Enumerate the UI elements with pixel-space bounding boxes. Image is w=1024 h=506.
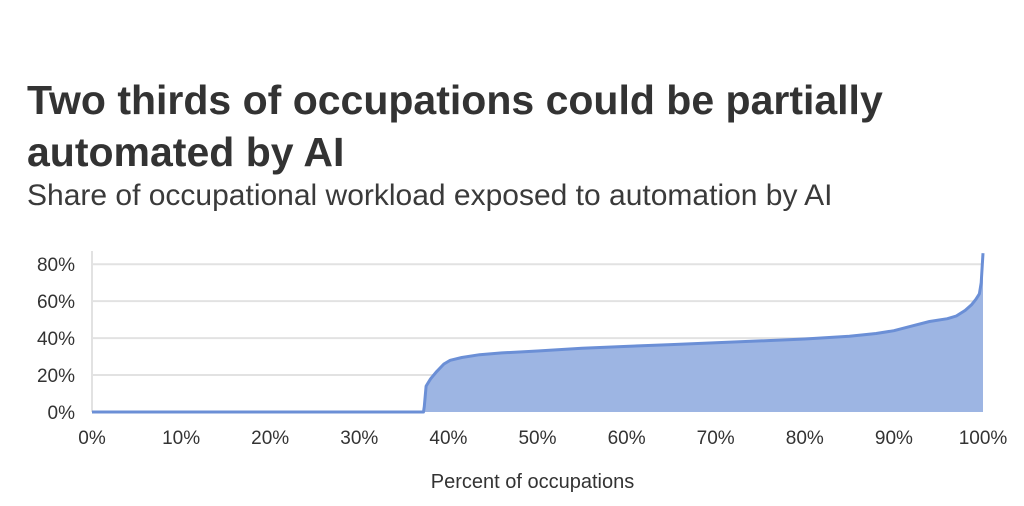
y-tick-label: 40% xyxy=(37,329,75,350)
x-tick-label: 30% xyxy=(340,428,378,449)
y-axis-ticks: 0% 20% 40% 60% 80% xyxy=(37,255,75,424)
x-axis-title: Percent of occupations xyxy=(431,471,634,493)
chart-subtitle: Share of occupational workload exposed t… xyxy=(27,179,833,212)
chart-title: Two thirds of occupations could be parti… xyxy=(27,77,883,175)
y-tick-label: 80% xyxy=(37,255,75,276)
x-tick-label: 60% xyxy=(608,428,646,449)
x-axis-ticks: 0% 10% 20% 30% 40% 50% 60% 70% 80% 90% 100% xyxy=(78,428,1007,449)
plot-area xyxy=(92,253,985,414)
x-tick-label: 50% xyxy=(518,428,556,449)
y-tick-label: 20% xyxy=(37,366,75,387)
x-tick-label: 70% xyxy=(697,428,735,449)
x-tick-label: 90% xyxy=(875,428,913,449)
y-tick-label: 0% xyxy=(48,403,76,424)
series-line xyxy=(92,253,985,414)
x-tick-label: 0% xyxy=(78,428,106,449)
y-tick-label: 60% xyxy=(37,292,75,313)
x-tick-label: 40% xyxy=(429,428,467,449)
area-fill xyxy=(92,253,983,412)
x-tick-label: 20% xyxy=(251,428,289,449)
x-tick-label: 80% xyxy=(786,428,824,449)
x-tick-label: 10% xyxy=(162,428,200,449)
x-tick-label: 100% xyxy=(959,428,1008,449)
